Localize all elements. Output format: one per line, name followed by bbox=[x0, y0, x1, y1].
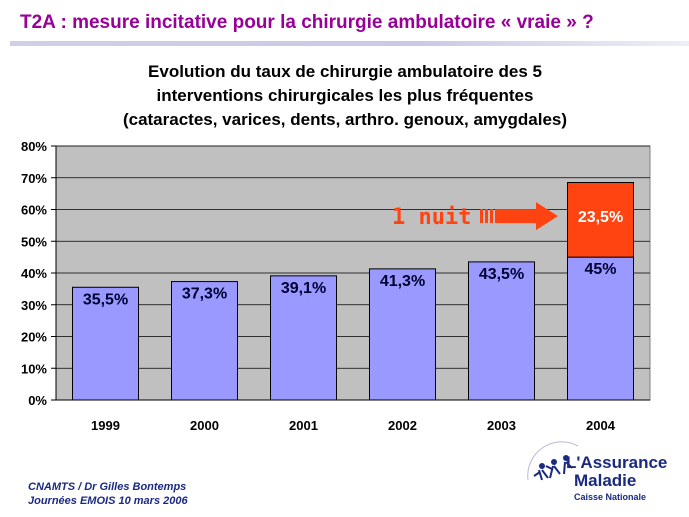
annotation-arrow-tail bbox=[485, 209, 488, 224]
bar-2002 bbox=[369, 268, 436, 401]
x-tick-label: 2002 bbox=[388, 418, 417, 433]
y-tick-label: 20% bbox=[21, 330, 47, 345]
bar-value-label: 41,3% bbox=[380, 273, 425, 290]
bar-2000 bbox=[171, 281, 238, 401]
annotation-arrow-tail bbox=[490, 209, 493, 224]
title-divider bbox=[10, 41, 689, 46]
annotation-arrow-tail bbox=[480, 209, 483, 224]
extra-segment-2004 bbox=[567, 182, 634, 258]
chart-title-line-2: interventions chirurgicales les plus fré… bbox=[156, 86, 534, 105]
bar-2003 bbox=[468, 261, 535, 401]
y-tick-label: 80% bbox=[21, 139, 47, 154]
footer-author: CNAMTS / Dr Gilles Bontemps bbox=[28, 481, 187, 493]
y-tick-label: 10% bbox=[21, 361, 47, 376]
y-tick-label: 0% bbox=[28, 393, 47, 408]
assurance-maladie-logo-icon bbox=[527, 441, 579, 481]
logo-line-2: Maladie bbox=[574, 471, 637, 490]
extra-segment-label: 23,5% bbox=[578, 209, 623, 226]
chart-title-line-3: (cataractes, varices, dents, arthro. gen… bbox=[122, 110, 568, 129]
chart-title: Evolution du taux de chirurgie ambulatoi… bbox=[50, 60, 640, 132]
y-tick-label: 30% bbox=[21, 298, 47, 313]
x-tick-label: 2003 bbox=[487, 418, 516, 433]
x-tick-label: 2000 bbox=[190, 418, 219, 433]
y-tick-label: 70% bbox=[21, 171, 47, 186]
footer: CNAMTS / Dr Gilles Bontemps Journées EMO… bbox=[28, 480, 188, 508]
chart-title-line-1: Evolution du taux de chirurgie ambulatoi… bbox=[148, 62, 542, 81]
bar-value-label: 45% bbox=[584, 261, 616, 278]
annotation-arrow-icon bbox=[495, 202, 558, 231]
bar-2004 bbox=[567, 256, 634, 401]
logo-line-3: Caisse Nationale bbox=[574, 492, 647, 502]
bar-value-label: 43,5% bbox=[479, 266, 524, 283]
slide-title: T2A : mesure incitative pour la chirurgi… bbox=[20, 12, 594, 33]
y-tick-label: 50% bbox=[21, 234, 47, 249]
bar-1999 bbox=[72, 286, 139, 401]
annotation-label: 1 nuit bbox=[392, 205, 471, 230]
x-tick-label: 2001 bbox=[289, 418, 318, 433]
bar-2001 bbox=[270, 275, 337, 401]
logo-line-1: L'Assurance bbox=[566, 453, 668, 472]
bar-value-label: 39,1% bbox=[281, 280, 326, 297]
bar-value-label: 35,5% bbox=[83, 291, 128, 308]
footer-event: Journées EMOIS 10 mars 2006 bbox=[28, 495, 188, 507]
x-tick-label: 1999 bbox=[91, 418, 120, 433]
logo-text: L'Assurance Maladie Caisse Nationale bbox=[566, 454, 676, 504]
bar-value-label: 37,3% bbox=[182, 286, 227, 303]
x-tick-label: 2004 bbox=[586, 418, 616, 433]
y-tick-label: 60% bbox=[21, 203, 47, 218]
y-tick-label: 40% bbox=[21, 266, 47, 281]
